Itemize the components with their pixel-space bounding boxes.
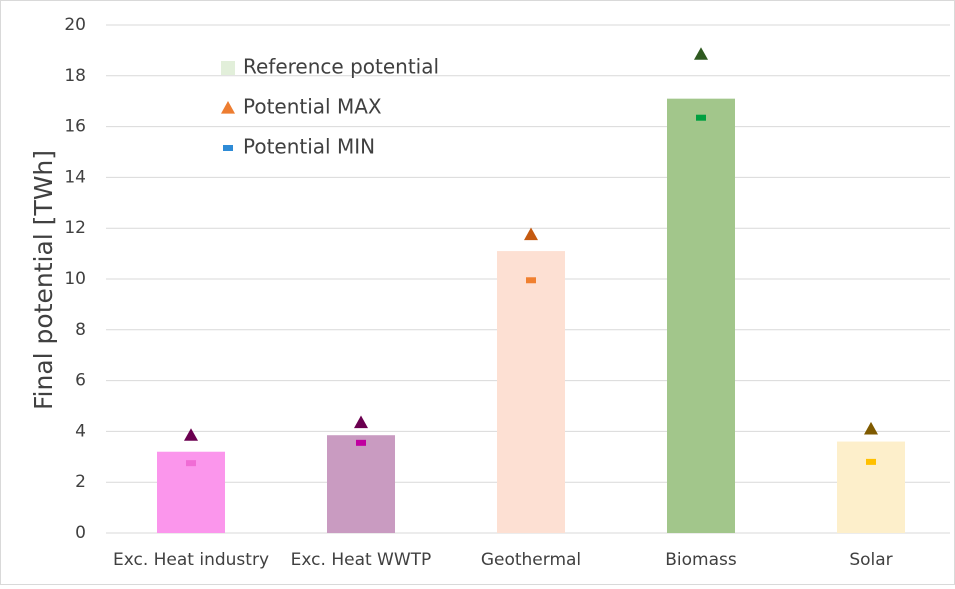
y-tick-label: 2 — [75, 472, 86, 492]
x-tick-label: Geothermal — [481, 550, 581, 570]
y-tick-label: 0 — [75, 523, 86, 543]
max-marker — [354, 415, 368, 429]
min-marker — [866, 458, 876, 465]
bar — [327, 435, 395, 533]
y-tick-label: 14 — [64, 167, 86, 187]
min-marker — [186, 460, 196, 467]
legend-label: Potential MIN — [243, 135, 375, 159]
bar — [497, 251, 565, 533]
y-tick-label: 8 — [75, 320, 86, 340]
bar — [667, 98, 735, 533]
y-tick-label: 12 — [64, 218, 86, 238]
legend-label: Reference potential — [243, 55, 439, 79]
legend-swatch — [223, 145, 233, 151]
y-tick-label: 18 — [64, 66, 86, 86]
max-marker — [694, 47, 708, 60]
min-marker — [696, 114, 706, 121]
legend-swatch — [221, 61, 235, 75]
min-marker — [526, 277, 536, 284]
x-tick-label: Exc. Heat industry — [113, 550, 269, 570]
y-axis-label: Final potential [TWh] — [29, 150, 58, 410]
min-marker — [356, 439, 366, 446]
x-tick-label: Biomass — [665, 550, 737, 570]
x-tick-label: Solar — [849, 550, 892, 570]
legend-swatch — [221, 101, 235, 114]
legend-label: Potential MAX — [243, 95, 382, 119]
y-tick-label: 4 — [75, 421, 86, 441]
max-marker — [524, 227, 538, 241]
y-tick-label: 20 — [64, 15, 86, 35]
max-marker — [864, 421, 878, 435]
x-tick-label: Exc. Heat WWTP — [291, 550, 432, 570]
y-tick-label: 10 — [64, 269, 86, 289]
y-tick-label: 16 — [64, 117, 86, 137]
max-marker — [184, 428, 198, 441]
y-tick-label: 6 — [75, 371, 86, 391]
bar — [837, 441, 905, 533]
